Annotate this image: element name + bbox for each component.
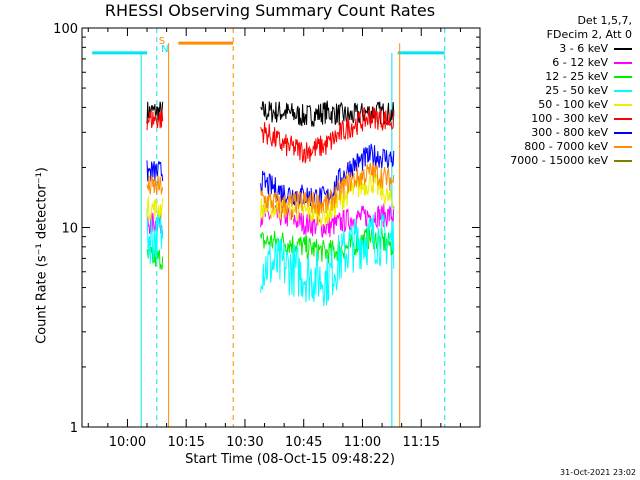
x-tick-label: 11:00 [344,435,381,450]
legend-item: 300 - 800 keV [510,126,632,140]
legend-item-label: 50 - 100 keV [538,98,608,111]
x-tick-label: 11:15 [403,435,440,450]
legend-swatch [614,76,632,78]
series-line-800-7000-kev-seg-0 [146,175,164,195]
legend-item-label: 800 - 7000 keV [524,140,608,153]
chart-title: RHESSI Observing Summary Count Rates [104,1,436,20]
legend-swatch [614,146,632,148]
legend-item: 50 - 100 keV [510,98,632,112]
x-tick-label: 10:30 [226,435,263,450]
legend-swatch [614,62,632,64]
series-line-25-50-kev-seg-1 [260,212,395,307]
legend-item-label: 3 - 6 keV [559,42,608,55]
legend-item-label: 12 - 25 keV [545,70,608,83]
generated-timestamp: 31-Oct-2021 23:02 [560,468,636,477]
legend-item-label: 6 - 12 keV [552,56,608,69]
y-axis-label: Count Rate (s⁻¹ detector⁻¹) [34,167,50,344]
y-tick-label: 100 [53,22,78,37]
legend-header-line-2: FDecim 2, Att 0 [546,28,632,41]
series-line-100-300-kev-seg-1 [260,106,395,164]
legend-swatch [614,132,632,134]
legend-item-label: 25 - 50 keV [545,84,608,97]
legend-swatch [614,104,632,106]
y-tick-label: 1 [70,421,78,436]
x-tick-label: 10:15 [167,435,204,450]
series-line-800-7000-kev-seg-1 [260,162,395,216]
legend-item: 100 - 300 keV [510,112,632,126]
plot-frame [81,27,481,428]
legend-item-label: 7000 - 15000 keV [510,154,608,167]
series-line-25-50-kev-seg-0 [146,208,164,264]
legend-swatch [614,90,632,92]
series-line-100-300-kev-seg-0 [146,109,164,131]
legend-swatch [614,118,632,120]
y-tick-label: 10 [61,222,78,237]
legend-item: 7000 - 15000 keV [510,154,632,168]
legend-header-line-1: Det 1,5,7, [577,14,632,27]
legend-item-label: 100 - 300 keV [531,112,608,125]
x-axis-label: Start Time (08-Oct-15 09:48:22) [185,452,395,467]
legend-swatch [614,160,632,162]
legend-item: 25 - 50 keV [510,84,632,98]
night-flag-label: N [161,44,168,55]
legend-item: 3 - 6 keV [510,42,632,56]
saa-flag-label: S [159,36,165,47]
x-tick-label: 10:00 [109,435,146,450]
legend: Det 1,5,7, FDecim 2, Att 0 3 - 6 keV 6 - … [510,14,632,168]
series-line-12-25-kev-seg-1 [260,226,395,264]
legend-item: 6 - 12 keV [510,56,632,70]
x-tick-label: 10:45 [285,435,322,450]
legend-item-label: 300 - 800 keV [531,126,608,139]
series-line-50-100-kev-seg-0 [146,196,164,220]
legend-item: 800 - 7000 keV [510,140,632,154]
legend-swatch [614,48,632,50]
legend-item: 12 - 25 keV [510,70,632,84]
series-line-3-6-kev-seg-0 [146,101,164,124]
